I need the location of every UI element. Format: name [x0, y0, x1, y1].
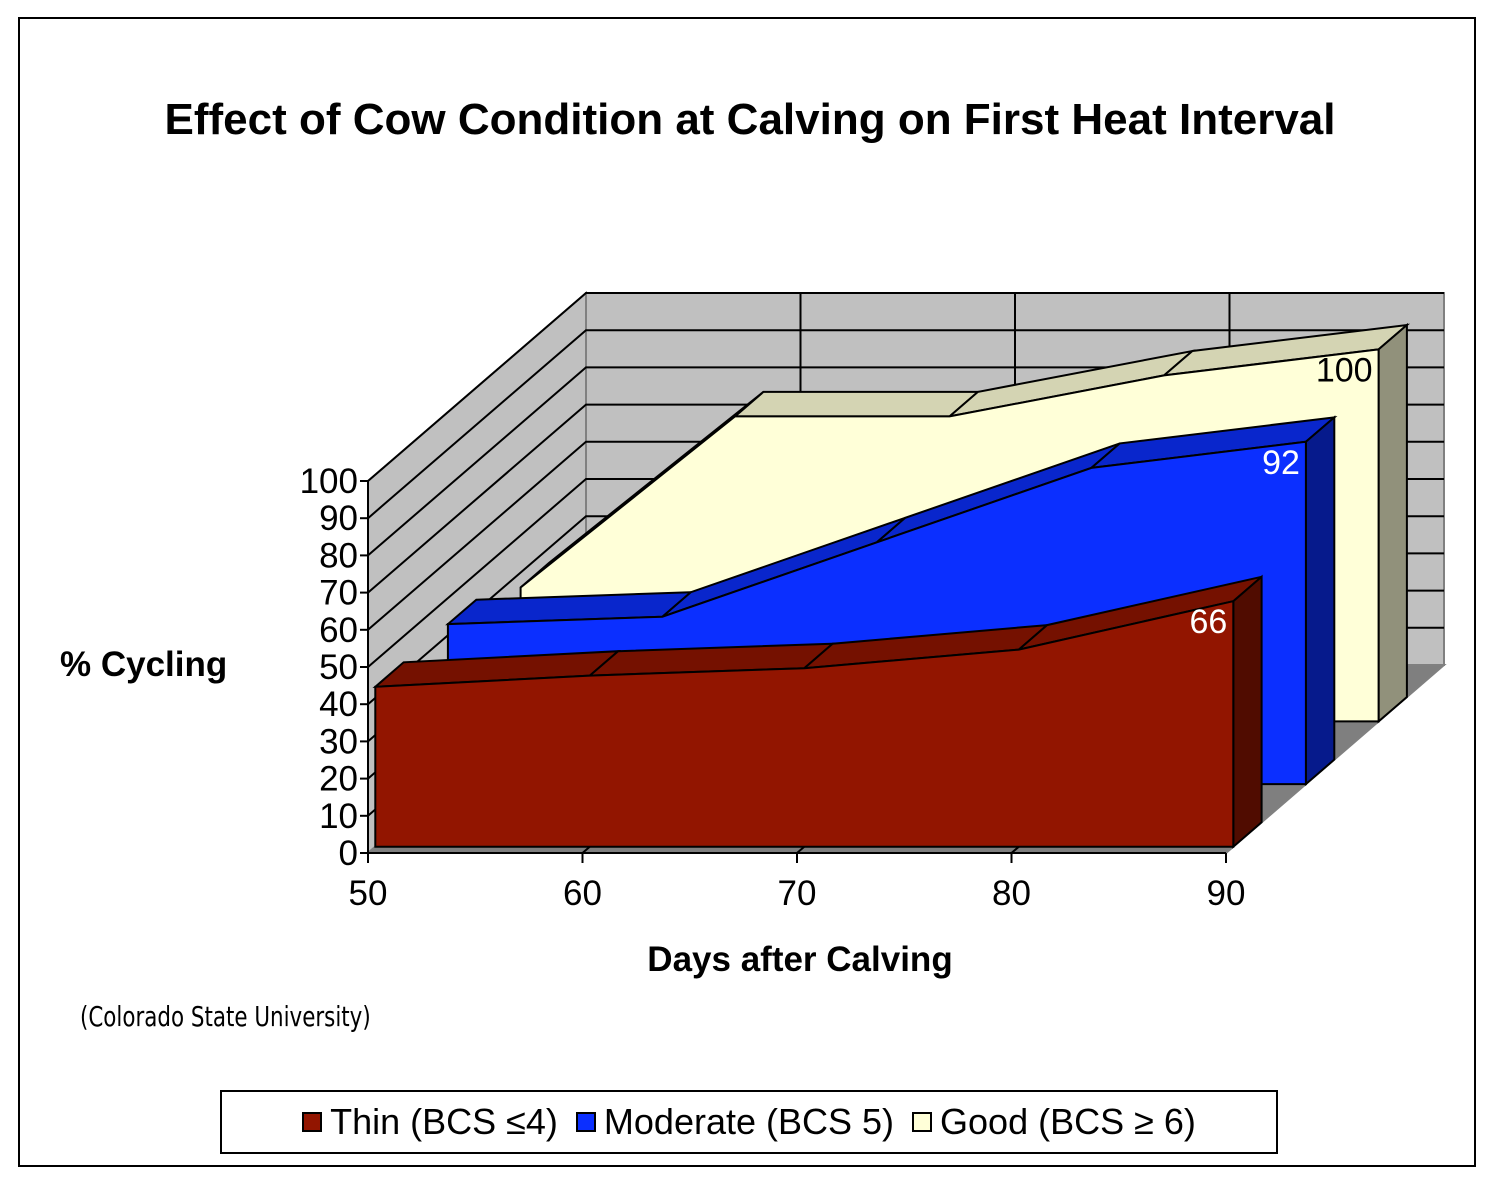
series-top-2 — [732, 390, 981, 418]
series-side-2 — [1377, 322, 1408, 724]
data-label-1: 92 — [1262, 444, 1300, 482]
series-side-1 — [1304, 415, 1336, 787]
x-tick-label: 90 — [1207, 874, 1246, 913]
legend-item-thin: Thin (BCS ≤4) — [302, 1101, 558, 1143]
legend-swatch-thin — [302, 1112, 323, 1132]
y-tick-label: 10 — [319, 797, 358, 836]
gridline-y — [367, 292, 1444, 482]
series-side-0 — [1232, 574, 1263, 849]
legend: Thin (BCS ≤4) Moderate (BCS 5) Good (BCS… — [220, 1090, 1278, 1154]
y-tick-label: 60 — [319, 611, 358, 650]
y-tick-label: 30 — [319, 722, 358, 761]
data-label-2: 100 — [1316, 351, 1373, 389]
legend-item-good: Good (BCS ≥ 6) — [912, 1101, 1196, 1143]
y-tick-label: 80 — [319, 536, 358, 575]
series-front-0 — [374, 599, 1235, 848]
legend-label-moderate: Moderate (BCS 5) — [603, 1101, 895, 1142]
x-tick-label: 60 — [563, 874, 602, 913]
chart-title: Effect of Cow Condition at Calving on Fi… — [164, 95, 1336, 144]
y-tick-label: 40 — [319, 685, 358, 724]
source-note: (Colorado State University) — [80, 1000, 371, 1033]
x-tick-label: 80 — [992, 874, 1031, 913]
y-tick-label: 50 — [319, 648, 358, 687]
y-tick-label: 20 — [319, 760, 358, 799]
legend-label-thin: Thin (BCS ≤4) — [330, 1101, 558, 1142]
legend-swatch-moderate — [575, 1112, 596, 1132]
legend-label-good: Good (BCS ≥ 6) — [940, 1101, 1196, 1142]
x-tick-label: 50 — [349, 874, 388, 913]
x-tick-label: 70 — [778, 874, 817, 913]
gridline-y — [367, 329, 1444, 519]
legend-swatch-good — [912, 1112, 933, 1132]
y-tick-label: 100 — [300, 462, 358, 501]
legend-item-moderate: Moderate (BCS 5) — [575, 1101, 895, 1143]
data-label-0: 66 — [1189, 603, 1227, 641]
y-axis-label: % Cycling — [60, 645, 228, 684]
y-tick-label: 70 — [319, 574, 358, 613]
x-axis-label: Days after Calving — [647, 940, 953, 979]
y-tick-label: 90 — [319, 499, 358, 538]
y-tick-label: 0 — [339, 834, 358, 873]
